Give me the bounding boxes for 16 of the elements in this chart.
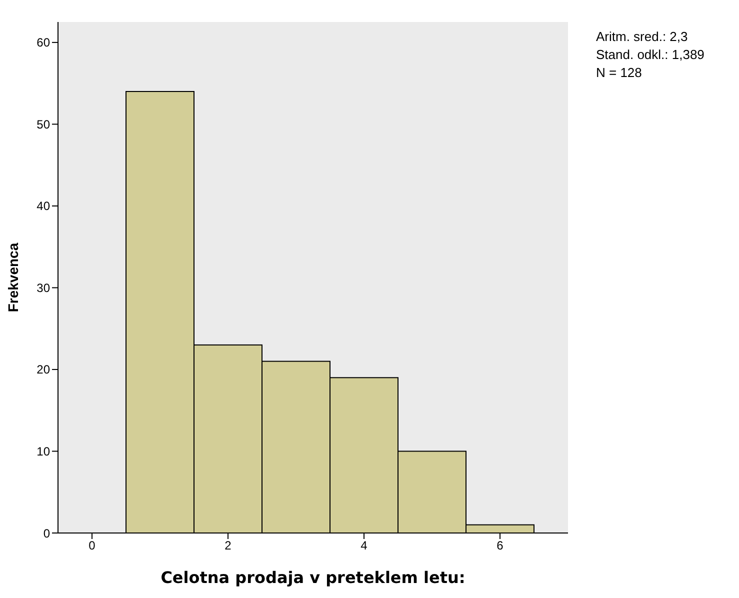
text: Stand. odkl.: 1,389 [596,46,704,64]
y-tick-label: 50 [36,117,50,132]
y-tick-label: 10 [36,444,50,458]
y-tick-label: 40 [36,199,50,214]
y-axis-title: Frekvenca [4,242,21,312]
x-tick-label: 0 [88,538,96,553]
y-tick-label: 20 [36,362,50,377]
x-axis-title: Celotna prodaja v preteklem letu: [160,568,466,587]
text: N = 128 [596,64,643,82]
x-tick-label: 2 [224,538,232,553]
y-tick-label: 0 [43,526,50,540]
text: Aritm. sred.: 2,3 [596,28,689,46]
y-tick-label: 30 [36,280,50,295]
x-tick-label: 4 [360,538,368,553]
x-tick-label: 6 [496,538,504,553]
y-tick-label: 60 [36,36,50,50]
